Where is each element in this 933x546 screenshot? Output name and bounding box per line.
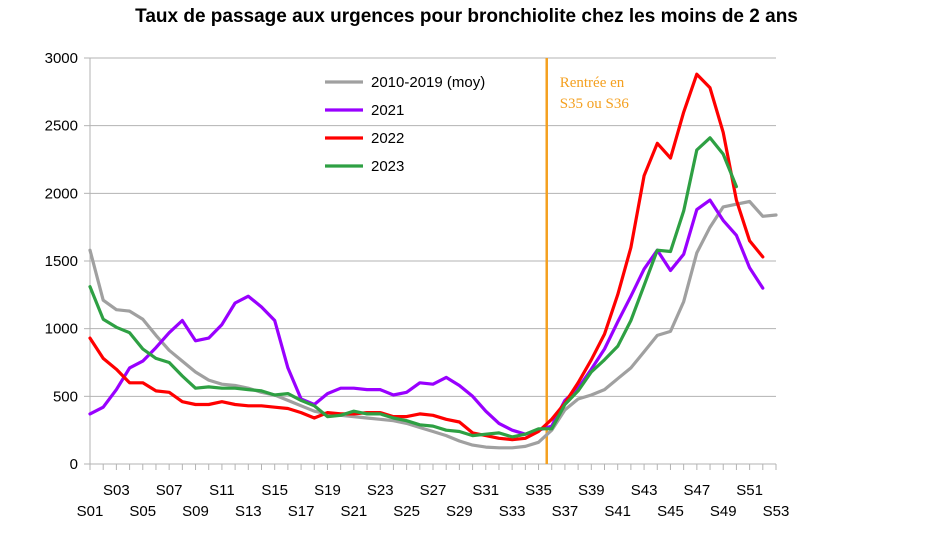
series-lines xyxy=(88,72,778,450)
y-tick-label: 0 xyxy=(70,456,78,473)
chart-title: Taux de passage aux urgences pour bronch… xyxy=(135,6,798,27)
series-line-0 xyxy=(88,199,778,450)
x-tick-label: S21 xyxy=(340,503,367,520)
series-line-1 xyxy=(88,198,765,436)
x-tick-label: S15 xyxy=(261,482,288,499)
x-tick-label: S49 xyxy=(710,503,737,520)
x-tick-label: S33 xyxy=(499,503,526,520)
x-tick-label: S19 xyxy=(314,482,341,499)
annotation-text: S35 ou S36 xyxy=(560,96,630,112)
x-tick-label: S11 xyxy=(209,482,235,499)
x-tick-label: S17 xyxy=(288,503,315,520)
gridlines xyxy=(90,57,776,397)
x-tick-label: S01 xyxy=(77,503,104,520)
annotation-text: Rentrée en xyxy=(560,75,625,91)
series-line-2 xyxy=(88,72,765,442)
x-tick-label: S47 xyxy=(683,482,710,499)
x-tick-label: S51 xyxy=(736,482,763,499)
legend-label: 2023 xyxy=(371,158,404,175)
x-tick-label: S43 xyxy=(631,482,658,499)
x-tick-label: S27 xyxy=(420,482,447,499)
x-tick-label: S39 xyxy=(578,482,605,499)
annotation: Rentrée en S35 ou S36 xyxy=(545,58,630,464)
y-tick-label: 2500 xyxy=(45,118,78,135)
y-tick-label: 500 xyxy=(53,388,78,405)
x-tick-label: S37 xyxy=(552,503,579,520)
x-tick-label: S35 xyxy=(525,482,552,499)
axes xyxy=(84,57,777,470)
x-tick-label: S09 xyxy=(182,503,209,520)
x-tick-label: S03 xyxy=(103,482,130,499)
x-tick-label: S07 xyxy=(156,482,183,499)
legend-label: 2021 xyxy=(371,102,404,119)
legend: 2010-2019 (moy) 2021 2022 2023 xyxy=(325,74,485,175)
y-tick-labels: 0 500 1000 1500 2000 2500 3000 xyxy=(45,50,78,473)
y-tick-label: 1500 xyxy=(45,253,78,270)
x-tick-label: S25 xyxy=(393,503,420,520)
x-tick-label: S23 xyxy=(367,482,394,499)
x-tick-label: S13 xyxy=(235,503,262,520)
y-tick-label: 3000 xyxy=(45,50,78,67)
x-tick-labels: S03 S07 S11 S15 S19 S23 S27 S31 S35 S39 S43 S47 S51S… xyxy=(77,482,790,520)
x-tick-label: S29 xyxy=(446,503,473,520)
x-tick-label: S45 xyxy=(657,503,684,520)
y-tick-label: 1000 xyxy=(45,321,78,338)
x-tick-label: S05 xyxy=(129,503,156,520)
x-tick-label: S53 xyxy=(763,503,790,520)
x-tick-label: S31 xyxy=(472,482,499,499)
y-tick-label: 2000 xyxy=(45,185,78,202)
x-tick-label: S41 xyxy=(604,503,631,520)
legend-label: 2010-2019 (moy) xyxy=(371,74,485,91)
legend-label: 2022 xyxy=(371,130,404,147)
series-line-3 xyxy=(88,136,738,439)
